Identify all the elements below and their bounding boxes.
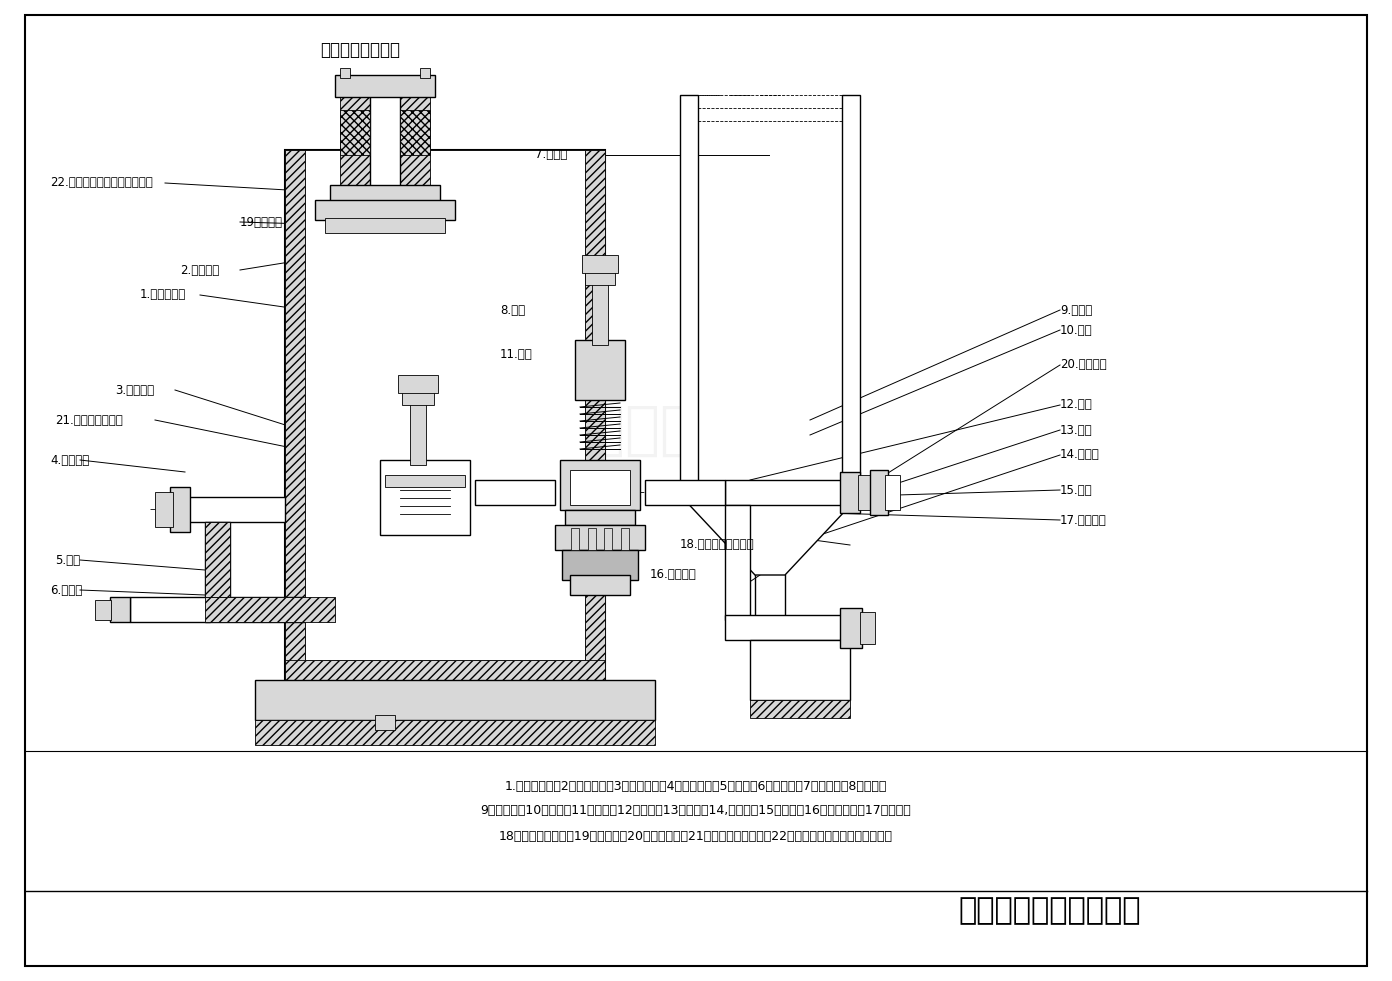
Bar	[857, 475, 873, 510]
Bar	[285, 150, 606, 680]
Bar	[562, 550, 638, 580]
Bar	[575, 340, 625, 400]
Text: 12.三通: 12.三通	[1059, 398, 1093, 411]
Bar	[565, 510, 635, 525]
Text: 7.空气罐: 7.空气罐	[535, 148, 568, 162]
Bar	[315, 200, 455, 220]
Polygon shape	[400, 110, 430, 155]
Text: 咸阳华星泵业有限公司: 咸阳华星泵业有限公司	[345, 401, 695, 458]
Bar	[725, 480, 845, 505]
Bar	[592, 280, 608, 345]
Text: 5.弯管: 5.弯管	[56, 553, 81, 566]
Bar	[95, 600, 111, 620]
Polygon shape	[340, 110, 370, 155]
Bar	[725, 615, 845, 640]
Bar	[725, 505, 750, 620]
Bar	[185, 497, 285, 522]
Bar	[205, 597, 335, 622]
Bar	[839, 472, 860, 513]
Text: 13.弯管: 13.弯管	[1059, 424, 1093, 437]
Bar	[885, 475, 901, 510]
Bar	[569, 470, 631, 505]
Bar	[621, 528, 629, 550]
Bar	[750, 640, 851, 700]
Polygon shape	[340, 90, 370, 190]
Bar	[129, 597, 210, 622]
Text: 20.出泵法兰: 20.出泵法兰	[1059, 358, 1107, 372]
Bar	[330, 185, 440, 203]
Bar	[402, 390, 434, 405]
Text: 9.导向杆: 9.导向杆	[1059, 303, 1093, 317]
Bar	[560, 460, 640, 510]
Bar	[644, 480, 725, 505]
Bar	[155, 492, 173, 527]
Bar	[587, 528, 596, 550]
Text: 1.泵体工作腔: 1.泵体工作腔	[141, 288, 187, 301]
Text: 22.（填料密封：耐酸碱橡胶）: 22.（填料密封：耐酸碱橡胶）	[50, 177, 153, 189]
Text: 18.阀芯压板固定螺丝: 18.阀芯压板固定螺丝	[681, 539, 754, 551]
Text: 15.阀座: 15.阀座	[1059, 484, 1093, 496]
Bar	[374, 715, 395, 730]
Text: 9，导向杆；10，阀芯；11，弹簧；12，三通；13，弯管；14,方法兰；15，阀座；16，出口阀箱；17阀芯压板: 9，导向杆；10，阀芯；11，弹簧；12，三通；13，弯管；14,方法兰；15，…	[480, 804, 912, 817]
Polygon shape	[285, 660, 606, 680]
Text: 21.耐酸碱橡胶阀片: 21.耐酸碱橡胶阀片	[56, 414, 122, 427]
Bar	[604, 528, 612, 550]
Polygon shape	[205, 597, 335, 622]
Text: 11.弹簧: 11.弹簧	[500, 348, 533, 362]
Bar	[420, 68, 430, 78]
Text: 10.阀芯: 10.阀芯	[1059, 324, 1093, 336]
Bar	[571, 528, 579, 550]
Polygon shape	[285, 150, 305, 680]
Polygon shape	[400, 90, 430, 190]
Text: 咸阳华星泵业有限公司: 咸阳华星泵业有限公司	[959, 897, 1141, 925]
Bar	[205, 522, 230, 602]
Bar	[842, 95, 860, 495]
Bar	[569, 575, 631, 595]
Bar	[335, 75, 434, 97]
Bar	[255, 720, 656, 745]
Text: 4.进泵法兰: 4.进泵法兰	[50, 453, 89, 467]
Bar	[324, 218, 445, 233]
Text: 14.方法兰: 14.方法兰	[1059, 448, 1100, 461]
Bar	[411, 400, 426, 465]
Text: 18，阀芯压板螺丝；19，填料箱；20，出泵法兰；21，耐酸碱橡胶阀片；22耐酸碱填料密封　　　　　　：: 18，阀芯压板螺丝；19，填料箱；20，出泵法兰；21，耐酸碱橡胶阀片；22耐酸…	[498, 830, 894, 843]
Text: 不锈钢泵件示意图: 不锈钢泵件示意图	[320, 41, 400, 59]
Text: 8.阀盖: 8.阀盖	[500, 303, 525, 317]
Bar	[380, 460, 470, 535]
Polygon shape	[681, 495, 860, 575]
Text: 17.阀芯压板: 17.阀芯压板	[1059, 513, 1107, 527]
Text: 3.进口阀箱: 3.进口阀箱	[116, 384, 155, 396]
Bar	[475, 480, 555, 505]
Bar	[370, 80, 400, 210]
Polygon shape	[585, 150, 606, 680]
Text: 2.芯棒法兰: 2.芯棒法兰	[180, 264, 220, 277]
Bar	[305, 150, 585, 660]
Bar	[870, 470, 888, 515]
Bar	[386, 475, 465, 487]
Bar	[340, 68, 349, 78]
Bar	[839, 608, 862, 648]
Bar	[255, 680, 656, 720]
Text: 16.出口阀箱: 16.出口阀箱	[650, 569, 697, 582]
Bar	[555, 525, 644, 550]
Bar	[585, 270, 615, 285]
Bar	[582, 255, 618, 273]
Text: 1.泵体工作腔；2，芯棒法兰；3，进口阀箱；4，进口法兰；5，弯管；6，方法兰；7，空气罐；8，阀盖：: 1.泵体工作腔；2，芯棒法兰；3，进口阀箱；4，进口法兰；5，弯管；6，方法兰；…	[505, 780, 887, 793]
Bar	[860, 612, 876, 644]
Bar	[110, 597, 129, 622]
Bar	[398, 375, 438, 393]
Text: 19，填料箱: 19，填料箱	[239, 216, 283, 229]
Text: 6.方法兰: 6.方法兰	[50, 584, 82, 596]
Bar	[681, 95, 697, 495]
Polygon shape	[205, 522, 230, 597]
Bar	[170, 487, 189, 532]
Polygon shape	[750, 700, 851, 718]
